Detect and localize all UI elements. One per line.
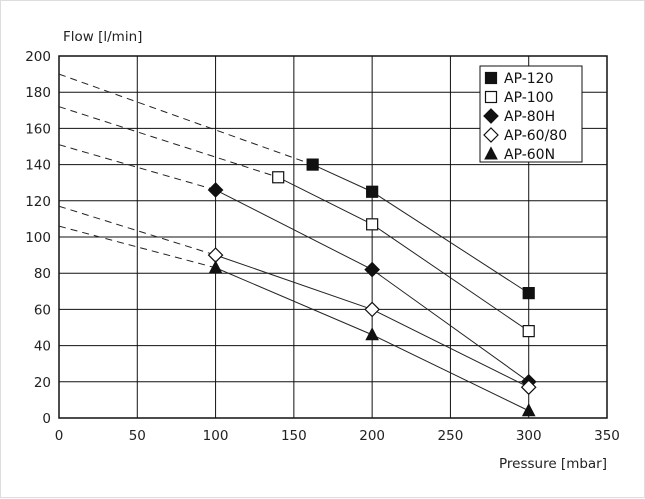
tick-labels: 0 50 100 150 200 250 300 350 0 20 40 60 80 100 120 140 1…: [25, 49, 620, 444]
x-tick-label: 300: [516, 428, 542, 444]
square-marker: [366, 218, 379, 231]
x-tick-label: 50: [129, 428, 146, 444]
x-tick-label: 350: [594, 428, 620, 444]
x-tick-label: 250: [438, 428, 464, 444]
legend-entry: AP-100: [504, 90, 554, 106]
x-tick-label: 100: [203, 428, 229, 444]
legend-entry: AP-60/80: [504, 128, 567, 144]
diamond-marker: [483, 108, 499, 124]
diamond-marker: [207, 247, 224, 263]
y-tick-label: 140: [25, 158, 51, 174]
diamond-marker: [207, 182, 224, 198]
square-marker: [522, 325, 535, 338]
triangle-marker: [521, 403, 536, 417]
extrapolation-line: [58, 205, 216, 256]
y-tick-label: 120: [25, 194, 51, 210]
series-line: [312, 164, 529, 294]
y-tick-label: 0: [42, 411, 51, 427]
x-axis-label: Pressure [mbar]: [499, 456, 607, 472]
y-tick-label: 40: [34, 339, 51, 355]
square-marker: [366, 185, 379, 198]
square-marker: [484, 71, 498, 85]
x-tick-label: 150: [281, 428, 307, 444]
legend-entry: AP-120: [504, 71, 554, 87]
square-marker: [272, 171, 285, 184]
legend-entry: AP-80H: [504, 109, 555, 125]
grid: [58, 55, 608, 419]
triangle-marker: [484, 146, 498, 160]
square-marker: [522, 287, 535, 300]
y-tick-label: 60: [34, 302, 51, 318]
legend-entry: AP-60N: [504, 147, 555, 163]
extrapolation-line: [58, 225, 216, 269]
square-marker: [484, 90, 498, 104]
square-marker: [306, 158, 319, 171]
plot-frame: [58, 55, 608, 419]
y-tick-label: 20: [34, 375, 51, 391]
extrapolation-line: [58, 73, 313, 166]
diamond-marker: [520, 379, 537, 396]
y-tick-label: 200: [25, 49, 51, 65]
x-tick-label: 200: [359, 428, 385, 444]
y-tick-label: 160: [25, 121, 51, 137]
diamond-marker: [483, 127, 499, 143]
y-tick-label: 180: [25, 85, 51, 101]
diamond-marker: [364, 301, 380, 318]
legend: AP-120 AP-100 AP-80H AP-60/80 AP-60N: [479, 65, 583, 163]
extrapolation-line: [58, 144, 216, 191]
y-tick-label: 80: [34, 266, 51, 282]
diamond-marker: [364, 261, 380, 278]
triangle-marker: [208, 260, 223, 274]
y-tick-label: 100: [25, 230, 51, 246]
triangle-marker: [365, 327, 379, 341]
extrapolation-line: [58, 106, 279, 178]
y-axis-label: Flow [l/min]: [63, 29, 142, 45]
x-tick-label: 0: [55, 428, 64, 444]
series-markers: [207, 158, 537, 417]
